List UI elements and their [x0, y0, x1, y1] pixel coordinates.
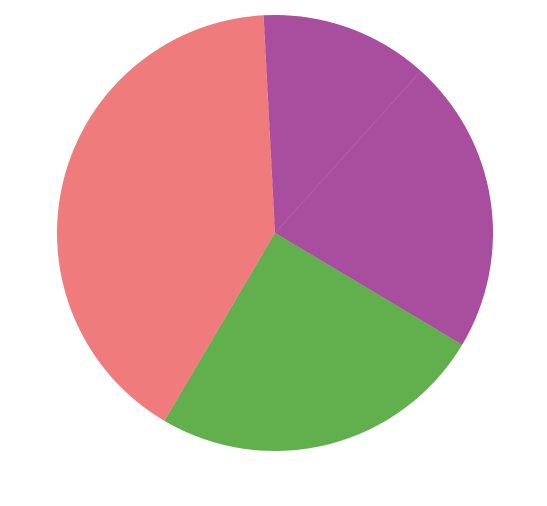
pie-slice-2 — [275, 70, 494, 345]
pie-slice-3 — [164, 233, 463, 451]
pie-slice-4 — [57, 15, 275, 421]
pie-slices — [57, 15, 494, 451]
pie-slice-1 — [263, 15, 421, 233]
